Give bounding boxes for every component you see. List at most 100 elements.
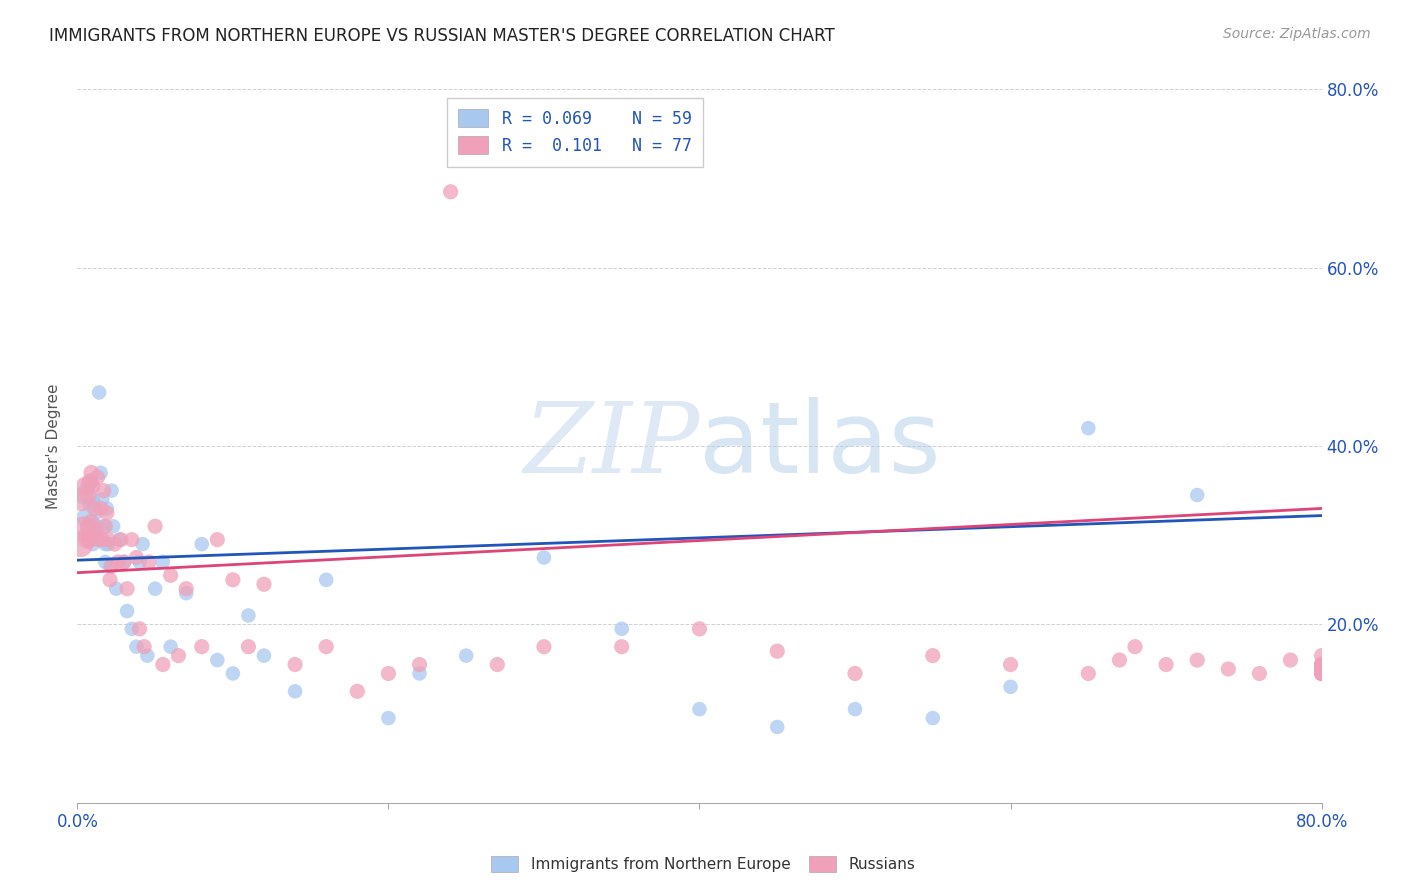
Point	[96, 501, 118, 516]
Point	[408, 657, 430, 672]
Point	[610, 622, 633, 636]
Point	[101, 519, 124, 533]
Point	[1310, 666, 1333, 681]
Point	[100, 559, 122, 574]
Point	[110, 533, 132, 547]
Point	[284, 684, 307, 698]
Point	[79, 533, 101, 547]
Text: Source: ZipAtlas.com: Source: ZipAtlas.com	[1223, 27, 1371, 41]
Point	[72, 519, 94, 533]
Point	[94, 555, 117, 569]
Point	[108, 533, 131, 547]
Point	[152, 657, 174, 672]
Point	[76, 533, 98, 547]
Point	[136, 648, 159, 663]
Point	[79, 475, 101, 489]
Point	[174, 586, 197, 600]
Point	[143, 582, 166, 596]
Point	[77, 519, 100, 533]
Point	[83, 519, 105, 533]
Point	[440, 185, 463, 199]
Point	[125, 640, 148, 654]
Point	[1077, 421, 1099, 435]
Point	[80, 515, 103, 529]
Point	[1310, 657, 1333, 672]
Point	[91, 533, 114, 547]
Point	[128, 622, 150, 636]
Point	[112, 555, 135, 569]
Point	[159, 640, 181, 654]
Point	[533, 550, 555, 565]
Point	[1310, 666, 1333, 681]
Point	[1310, 662, 1333, 676]
Point	[83, 501, 105, 516]
Point	[79, 497, 101, 511]
Point	[115, 582, 138, 596]
Point	[96, 506, 118, 520]
Point	[79, 533, 101, 547]
Text: IMMIGRANTS FROM NORTHERN EUROPE VS RUSSIAN MASTER'S DEGREE CORRELATION CHART: IMMIGRANTS FROM NORTHERN EUROPE VS RUSSI…	[49, 27, 835, 45]
Point	[76, 528, 98, 542]
Point	[87, 533, 110, 547]
Point	[80, 466, 103, 480]
Point	[128, 555, 150, 569]
Point	[238, 608, 260, 623]
Point	[100, 483, 122, 498]
Point	[82, 479, 104, 493]
Point	[284, 657, 307, 672]
Point	[83, 497, 105, 511]
Point	[1310, 662, 1333, 676]
Point	[97, 533, 120, 547]
Point	[82, 492, 104, 507]
Legend: R = 0.069    N = 59, R =  0.101   N = 77: R = 0.069 N = 59, R = 0.101 N = 77	[447, 97, 703, 167]
Y-axis label: Master's Degree: Master's Degree	[46, 384, 62, 508]
Point	[1154, 657, 1177, 672]
Point	[82, 528, 104, 542]
Point	[159, 568, 181, 582]
Point	[138, 555, 160, 569]
Point	[1218, 662, 1240, 676]
Point	[93, 519, 115, 533]
Point	[533, 640, 555, 654]
Point	[1310, 657, 1333, 672]
Point	[121, 622, 143, 636]
Point	[104, 537, 127, 551]
Point	[207, 533, 229, 547]
Point	[1077, 666, 1099, 681]
Point	[94, 537, 117, 551]
Point	[77, 479, 100, 493]
Point	[1123, 640, 1146, 654]
Point	[143, 519, 166, 533]
Point	[87, 385, 110, 400]
Point	[456, 648, 478, 663]
Point	[222, 573, 245, 587]
Point	[689, 622, 711, 636]
Point	[844, 666, 866, 681]
Point	[346, 684, 368, 698]
Point	[115, 604, 138, 618]
Point	[90, 501, 112, 516]
Point	[98, 559, 121, 574]
Point	[125, 550, 148, 565]
Point	[222, 666, 245, 681]
Point	[766, 644, 789, 658]
Point	[69, 537, 91, 551]
Point	[152, 555, 174, 569]
Point	[97, 537, 120, 551]
Point	[174, 582, 197, 596]
Point	[134, 640, 156, 654]
Point	[112, 555, 135, 569]
Point	[1310, 666, 1333, 681]
Text: atlas: atlas	[700, 398, 941, 494]
Point	[121, 533, 143, 547]
Point	[408, 666, 430, 681]
Point	[610, 640, 633, 654]
Point	[77, 519, 100, 533]
Point	[98, 573, 121, 587]
Point	[93, 483, 115, 498]
Point	[75, 479, 97, 493]
Point	[1310, 657, 1333, 672]
Legend: Immigrants from Northern Europe, Russians: Immigrants from Northern Europe, Russian…	[484, 848, 922, 880]
Point	[486, 657, 509, 672]
Point	[253, 577, 276, 591]
